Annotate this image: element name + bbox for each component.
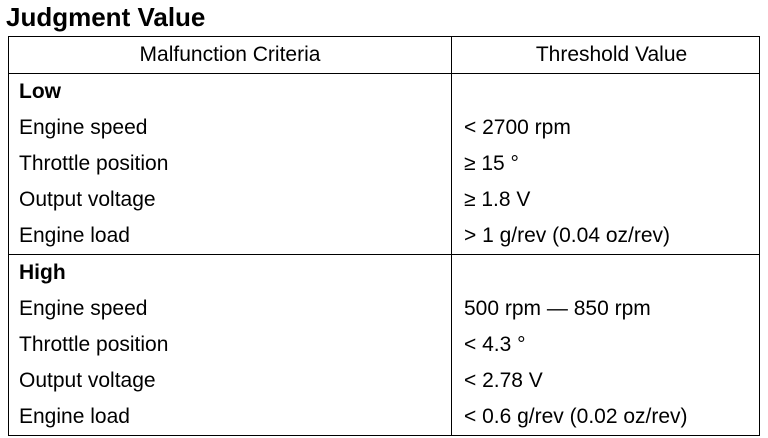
header-cell: Threshold Value bbox=[451, 36, 760, 74]
criteria-row: Engine load < 0.6 g/rev (0.02 oz/rev) bbox=[8, 399, 760, 436]
criteria-row: Engine speed 500 rpm — 850 rpm bbox=[8, 291, 760, 327]
header-cell: Malfunction Criteria bbox=[8, 36, 452, 74]
empty-cell bbox=[452, 74, 760, 111]
group-row: High bbox=[8, 254, 760, 291]
title: Judgment Value bbox=[6, 2, 206, 32]
table-body: Low Engine speed < 2700 rpm Throttle positi… bbox=[8, 73, 760, 436]
group-row: Low bbox=[8, 73, 760, 111]
threshold-cell: < 2.78 V bbox=[464, 369, 543, 392]
threshold-cell: < 4.3 ° bbox=[464, 333, 526, 356]
criteria-row: Throttle position ≥ 15 ° bbox=[8, 146, 760, 182]
judgment-table: Malfunction Criteria Threshold Value Low… bbox=[8, 36, 760, 436]
criteria-cell: Throttle position bbox=[8, 327, 452, 363]
threshold-cell: ≥ 15 ° bbox=[464, 152, 519, 175]
criteria-cell: Engine load bbox=[8, 399, 452, 436]
threshold-cell: < 0.6 g/rev (0.02 oz/rev) bbox=[464, 405, 688, 428]
group-label: Low bbox=[8, 73, 452, 110]
group-label: High bbox=[8, 254, 452, 291]
threshold-cell: ≥ 1.8 V bbox=[464, 188, 531, 211]
criteria-cell: Throttle position bbox=[8, 146, 452, 182]
criteria-cell: Output voltage bbox=[8, 182, 452, 218]
threshold-cell: < 2700 rpm bbox=[464, 116, 571, 139]
table-header: Malfunction Criteria Threshold Value bbox=[8, 36, 760, 74]
threshold-cell: 500 rpm — 850 rpm bbox=[464, 297, 651, 320]
criteria-row: Engine load > 1 g/rev (0.04 oz/rev) bbox=[8, 218, 760, 255]
header-row: Malfunction Criteria Threshold Value bbox=[8, 36, 760, 74]
criteria-row: Output voltage ≥ 1.8 V bbox=[8, 182, 760, 218]
threshold-cell: > 1 g/rev (0.04 oz/rev) bbox=[464, 224, 671, 247]
criteria-cell: Engine speed bbox=[8, 291, 452, 327]
criteria-cell: Engine load bbox=[8, 218, 452, 255]
criteria-cell: Output voltage bbox=[8, 363, 452, 399]
criteria-row: Output voltage < 2.78 V bbox=[8, 363, 760, 399]
criteria-cell: Engine speed bbox=[8, 110, 452, 146]
criteria-row: Throttle position < 4.3 ° bbox=[8, 327, 760, 363]
empty-cell bbox=[451, 254, 760, 291]
criteria-row: Engine speed < 2700 rpm bbox=[8, 110, 760, 146]
